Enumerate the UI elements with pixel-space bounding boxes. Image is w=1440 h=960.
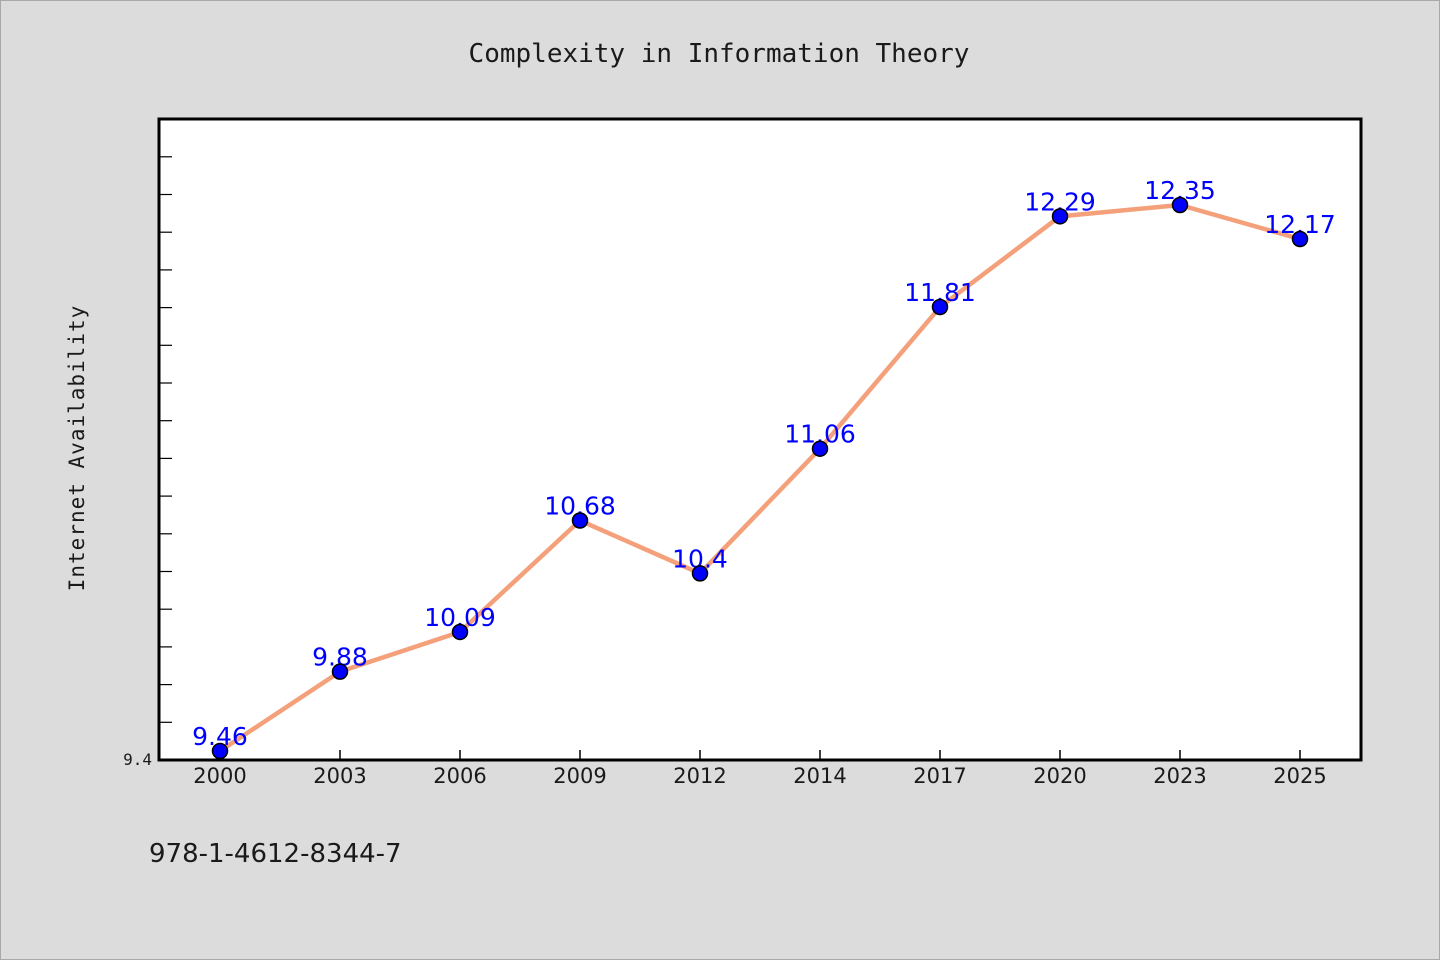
data-point-marker: [691, 565, 709, 582]
data-point-marker: [1291, 230, 1309, 248]
data-point-marker: [931, 298, 949, 316]
plot-area: [157, 117, 1363, 762]
series-line-group: [217, 202, 1303, 754]
x-tick-label: 2006: [433, 764, 486, 788]
data-point-marker: [811, 440, 829, 457]
data-point-marker: [331, 663, 349, 680]
x-axis-ticks: 2000 2003 2006 2009 2012 2014 2017 2020 2023 2025: [193, 750, 1327, 788]
data-point-marker: [451, 623, 469, 641]
y-axis-minor-ticks: [159, 156, 172, 723]
y-tick-label: 9.4: [123, 750, 152, 769]
x-tick-label: 2003: [313, 764, 366, 788]
series-markers: [211, 196, 1309, 760]
series-line: [217, 202, 1303, 754]
data-point-marker: [211, 742, 229, 760]
x-tick-label: 2025: [1273, 764, 1326, 788]
y-axis-ticks: 9.4: [123, 750, 152, 769]
chart-title: Complexity in Information Theory: [469, 39, 970, 69]
x-tick-label: 2017: [913, 764, 966, 788]
x-tick-label: 2012: [673, 764, 726, 788]
x-tick-label: 2014: [793, 764, 846, 788]
x-tick-label: 2000: [193, 764, 246, 788]
isbn-text: 978-1-4612-8344-7: [149, 839, 402, 869]
data-point-marker: [1171, 196, 1189, 214]
data-point-marker: [1051, 208, 1069, 225]
x-tick-label: 2023: [1153, 764, 1206, 788]
y-axis-label: Internet Availability: [65, 305, 89, 592]
x-tick-label: 2020: [1033, 764, 1086, 788]
data-point-marker: [571, 512, 589, 529]
x-tick-label: 2009: [553, 764, 606, 788]
